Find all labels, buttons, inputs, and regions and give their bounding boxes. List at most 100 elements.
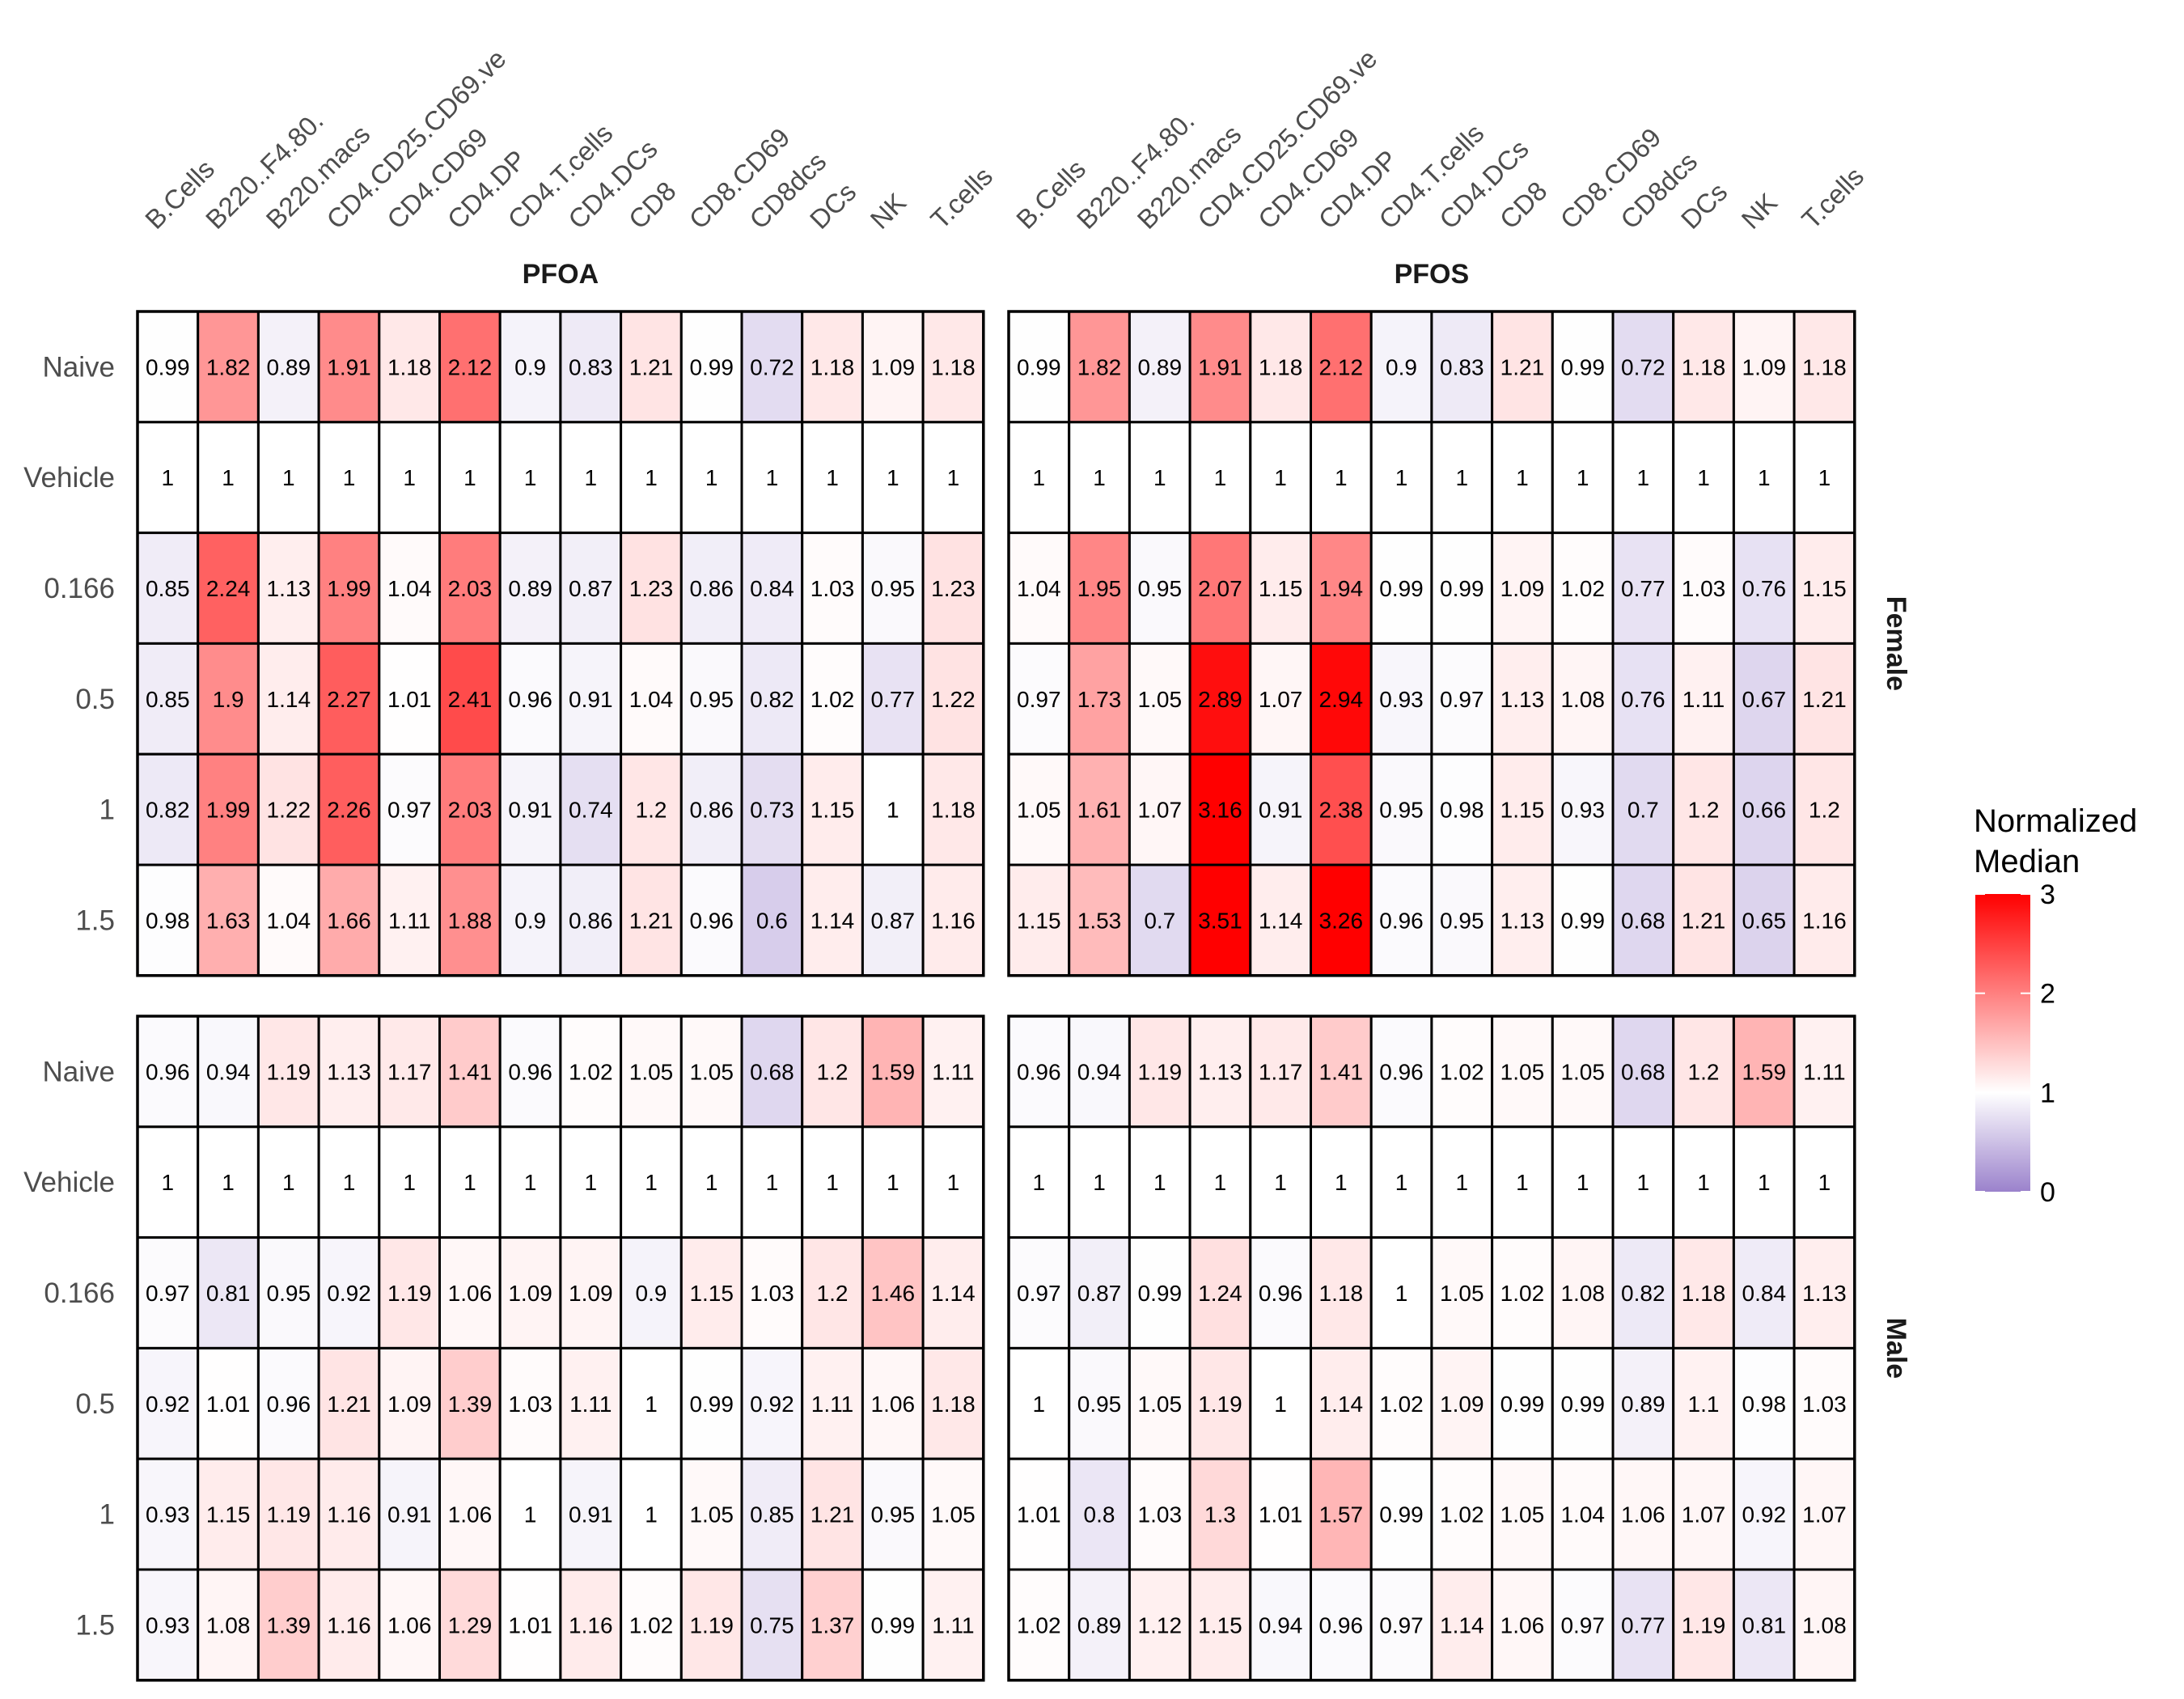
cell-value-label: 1 (1395, 1170, 1408, 1195)
cell-value-label: 0.93 (1379, 687, 1424, 712)
cell-value-label: 1.59 (1742, 1059, 1787, 1084)
heatmap-cell (620, 1236, 683, 1349)
color-legend: Normalized Median 0 1 2 3 (1974, 803, 2137, 1208)
cell-value-label: 1.41 (448, 1059, 493, 1084)
heatmap-cell (559, 642, 623, 756)
cell-value-label: 0.89 (1621, 1392, 1666, 1417)
heatmap-cell (861, 1457, 925, 1571)
cell-value-label: 1.19 (1682, 1612, 1726, 1638)
cell-value-label: 0.93 (146, 1612, 190, 1638)
heatmap-cell (1128, 863, 1191, 977)
cell-value-label: 1.14 (1440, 1612, 1484, 1638)
cell-value-label: 0.96 (1017, 1059, 1061, 1084)
heatmap-cell (256, 1457, 320, 1571)
heatmap-cell (620, 421, 683, 535)
cell-value-label: 0.81 (1742, 1612, 1787, 1638)
cell-value-label: 0.66 (1742, 798, 1787, 823)
cell-value-label: 0.96 (146, 1059, 190, 1084)
heatmap-cell (740, 1457, 804, 1571)
facet-label-pfos: PFOS (1395, 259, 1470, 290)
cell-value-label: 1.05 (689, 1502, 734, 1527)
cell-value-label: 1.22 (931, 687, 976, 712)
heatmap-cell (740, 1015, 804, 1129)
cell-value-label: 1.09 (1440, 1392, 1484, 1417)
heatmap-cell (1792, 421, 1856, 535)
legend-tick-label: 2 (2040, 979, 2055, 1010)
column-tick-label: T.cells (1796, 161, 1869, 235)
cell-value-label: 1.88 (448, 908, 493, 933)
cell-value-label: 1 (1818, 1170, 1831, 1195)
heatmap-cell (740, 642, 804, 756)
cell-value-label: 1.9 (213, 687, 244, 712)
cell-value-label: 0.9 (636, 1281, 667, 1306)
heatmap-cell (317, 863, 381, 977)
cell-value-label: 1 (1093, 1170, 1106, 1195)
panel-pfos-female: 0.99 1.82 0.89 1.91 1.18 2.12 0.9 0.83 1.21 0.99 0… (1007, 310, 1856, 977)
cell-value-label: 1.91 (327, 354, 371, 379)
cell-value-label: 1 (1153, 1170, 1166, 1195)
cell-value-label: 1 (282, 1170, 295, 1195)
heatmap-cell (1310, 752, 1373, 866)
cell-value-label: 1.15 (689, 1281, 734, 1306)
cell-value-label: 1 (1214, 1170, 1227, 1195)
cell-value-label: 1.18 (811, 354, 855, 379)
cell-value-label: 1.63 (206, 908, 251, 933)
heatmap-cell (620, 1457, 683, 1571)
heatmap-cell (1310, 1457, 1373, 1571)
cell-value-label: 0.96 (1379, 1059, 1424, 1084)
facet-label-pfoa: PFOA (523, 259, 599, 290)
cell-value-label: 0.67 (1742, 687, 1787, 712)
cell-value-label: 1.09 (569, 1281, 613, 1306)
heatmap-cell (1068, 863, 1131, 977)
cell-value-label: 1 (1274, 1392, 1287, 1417)
heatmap-cell (136, 532, 200, 645)
heatmap-cell (1249, 752, 1313, 866)
cell-value-label: 0.99 (1560, 1392, 1605, 1417)
heatmap-cell (1792, 1568, 1856, 1682)
cell-value-label: 0.99 (1017, 354, 1061, 379)
cell-value-label: 1.2 (1688, 1059, 1720, 1084)
heatmap-cell (620, 863, 683, 977)
cell-value-label: 1.04 (629, 687, 674, 712)
cell-value-label: 1 (1697, 1170, 1710, 1195)
cell-value-label: 1 (1395, 1281, 1408, 1306)
heatmap-cell (1732, 1457, 1796, 1571)
heatmap-cell (256, 421, 320, 535)
heatmap-cell (740, 752, 804, 866)
heatmap-cell (1369, 863, 1433, 977)
cell-value-label: 1.41 (1319, 1059, 1364, 1084)
heatmap-cell (1672, 421, 1735, 535)
cell-value-label: 0.95 (689, 687, 734, 712)
cell-value-label: 0.84 (1742, 1281, 1787, 1306)
cell-value-label: 1.08 (206, 1612, 251, 1638)
heatmap-cell (1551, 1015, 1615, 1129)
cell-value-label: 1.13 (327, 1059, 371, 1084)
cell-value-label: 1 (585, 465, 598, 490)
cell-value-label: 1.18 (931, 798, 976, 823)
row-tick-label: 1 (99, 1499, 115, 1531)
heatmap-cell (1007, 1568, 1071, 1682)
heatmap-cell (498, 1346, 562, 1460)
cell-value-label: 1 (1758, 465, 1771, 490)
cell-value-label: 1 (343, 1170, 356, 1195)
cell-value-label: 0.74 (569, 798, 613, 823)
cell-value-label: 0.85 (146, 687, 190, 712)
cell-value-label: 1.21 (327, 1392, 371, 1417)
cell-value-label: 0.89 (1138, 354, 1183, 379)
cell-value-label: 1.06 (1500, 1612, 1545, 1638)
heatmap-cell (861, 1568, 925, 1682)
heatmap-cell (1128, 1346, 1191, 1460)
heatmap-cell (801, 752, 864, 866)
row-tick-label: Naive (43, 351, 115, 383)
panel-border (136, 310, 985, 977)
heatmap-cell (861, 642, 925, 756)
cell-value-label: 1 (524, 1502, 537, 1527)
cell-value-label: 0.83 (1440, 354, 1484, 379)
heatmap-cell (1249, 421, 1313, 535)
heatmap-cell (136, 1236, 200, 1349)
heatmap-cell (438, 1236, 502, 1349)
cell-value-label: 2.12 (448, 354, 493, 379)
cell-value-label: 1.09 (1742, 354, 1787, 379)
cell-value-label: 1.02 (1440, 1059, 1484, 1084)
heatmap-cell (1128, 752, 1191, 866)
